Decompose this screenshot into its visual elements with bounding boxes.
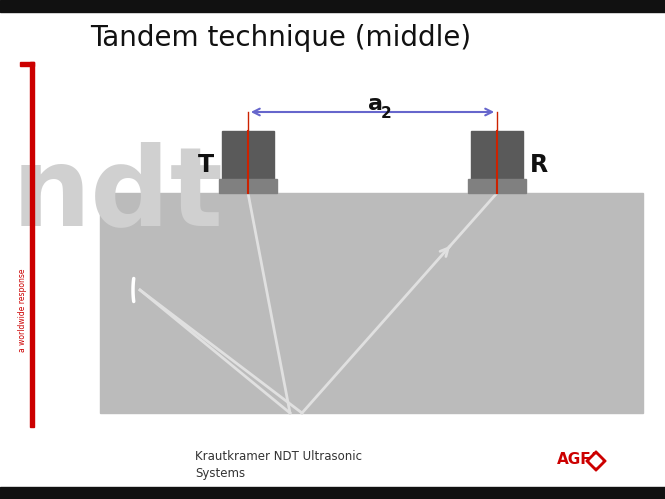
Text: Tandem technique (middle): Tandem technique (middle) — [90, 24, 471, 52]
Bar — [100, 193, 643, 413]
Bar — [468, 179, 526, 193]
Text: a: a — [368, 94, 383, 114]
Text: AGFA: AGFA — [557, 452, 602, 467]
Bar — [30, 62, 34, 427]
Bar — [0, 487, 665, 499]
Bar — [0, 0, 665, 12]
Text: T: T — [198, 153, 214, 177]
Polygon shape — [586, 451, 606, 471]
Bar — [20, 62, 34, 66]
Polygon shape — [590, 455, 602, 467]
Text: a worldwide response: a worldwide response — [19, 268, 27, 352]
Text: Krautkramer NDT Ultrasonic
Systems: Krautkramer NDT Ultrasonic Systems — [195, 450, 362, 480]
Bar — [219, 179, 277, 193]
Bar — [222, 131, 274, 179]
Text: 2: 2 — [381, 106, 392, 121]
Text: R: R — [530, 153, 548, 177]
Text: ndt: ndt — [12, 142, 224, 249]
Bar — [471, 131, 523, 179]
